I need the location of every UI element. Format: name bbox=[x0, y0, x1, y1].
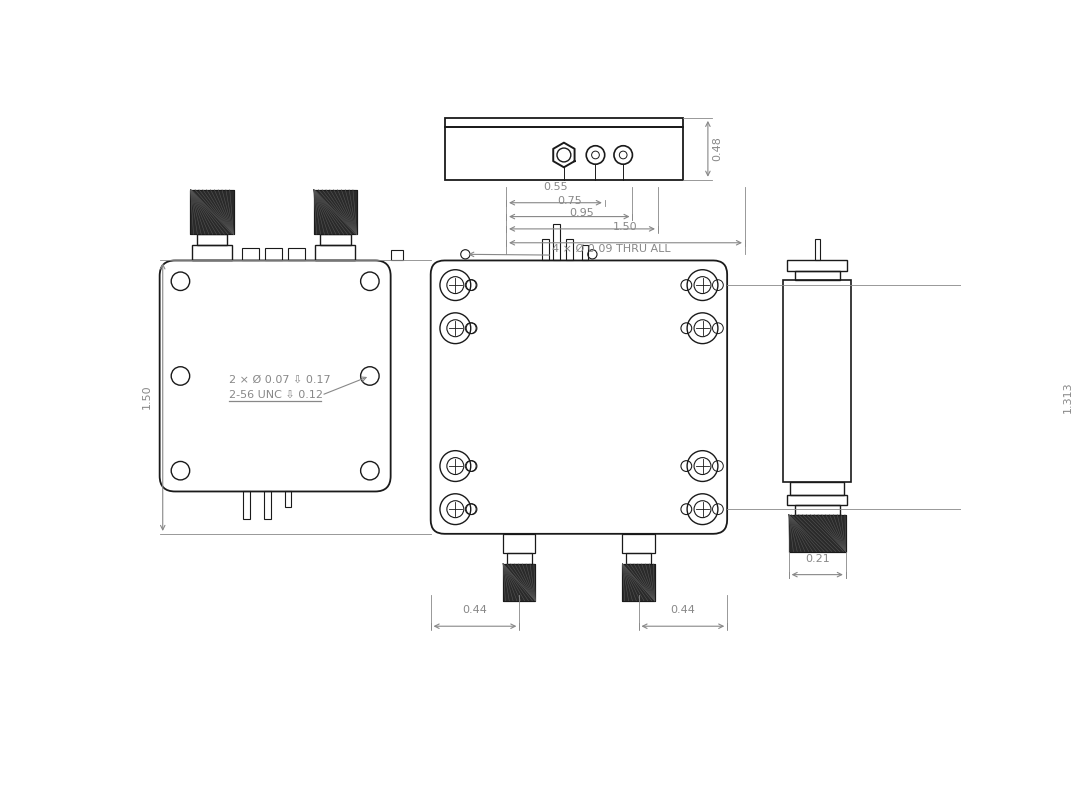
Bar bbox=[315, 245, 356, 260]
Bar bbox=[788, 515, 846, 551]
Text: 0.55: 0.55 bbox=[543, 182, 568, 192]
Text: 1.50: 1.50 bbox=[614, 222, 638, 232]
Bar bbox=[567, 239, 573, 260]
Bar bbox=[795, 505, 840, 515]
Text: 4 × Ø 0.09 THRU ALL: 4 × Ø 0.09 THRU ALL bbox=[553, 244, 670, 254]
Text: 0.95: 0.95 bbox=[570, 208, 594, 218]
Text: 1.313: 1.313 bbox=[1062, 381, 1071, 413]
Bar bbox=[622, 564, 654, 601]
Bar bbox=[542, 239, 548, 260]
Bar bbox=[553, 224, 560, 260]
Bar bbox=[192, 245, 232, 260]
Bar bbox=[265, 491, 271, 519]
Bar bbox=[795, 271, 840, 281]
Bar bbox=[288, 248, 305, 260]
Text: 0.21: 0.21 bbox=[805, 554, 830, 564]
Bar bbox=[314, 190, 357, 234]
Bar bbox=[790, 483, 844, 494]
Bar bbox=[285, 491, 290, 507]
Bar bbox=[622, 534, 654, 553]
Text: 0.44: 0.44 bbox=[463, 605, 487, 615]
Bar bbox=[444, 127, 683, 180]
Bar bbox=[191, 190, 233, 234]
Bar bbox=[242, 248, 259, 260]
Bar bbox=[627, 553, 651, 564]
Bar bbox=[391, 250, 403, 260]
Bar bbox=[503, 534, 536, 553]
Bar bbox=[787, 260, 847, 271]
Bar bbox=[243, 491, 250, 519]
Bar bbox=[507, 553, 531, 564]
Bar bbox=[582, 245, 588, 260]
Bar bbox=[191, 190, 233, 234]
Text: 0.44: 0.44 bbox=[670, 605, 695, 615]
Text: 0.75: 0.75 bbox=[557, 196, 582, 206]
Bar bbox=[815, 239, 819, 260]
Bar bbox=[788, 515, 846, 551]
Text: 2-56 UNC ⇩ 0.12: 2-56 UNC ⇩ 0.12 bbox=[229, 390, 323, 400]
Bar bbox=[503, 564, 536, 601]
Bar bbox=[197, 234, 227, 245]
Bar bbox=[503, 564, 536, 601]
Bar bbox=[266, 248, 282, 260]
Bar bbox=[444, 118, 683, 127]
Bar bbox=[314, 190, 357, 234]
Text: 0.48: 0.48 bbox=[712, 136, 723, 161]
Text: 1.50: 1.50 bbox=[142, 385, 152, 410]
Bar bbox=[787, 494, 847, 505]
Bar bbox=[622, 564, 654, 601]
Bar bbox=[320, 234, 350, 245]
Text: 2 × Ø 0.07 ⇩ 0.17: 2 × Ø 0.07 ⇩ 0.17 bbox=[229, 375, 331, 384]
Bar bbox=[783, 281, 851, 483]
